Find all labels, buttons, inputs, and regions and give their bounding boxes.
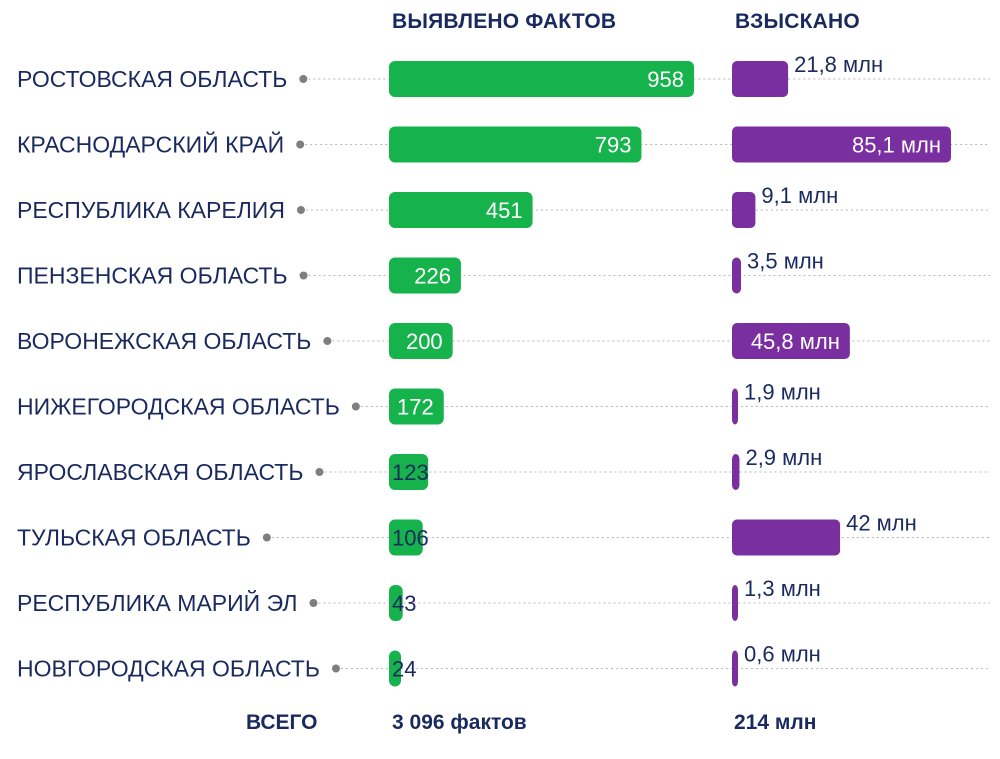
facts-value-label: 24	[392, 657, 416, 682]
bullet-dot	[309, 599, 318, 607]
facts-bar	[389, 61, 694, 97]
collected-bar	[732, 650, 738, 687]
facts-value-label: 43	[392, 591, 416, 616]
collected-bar	[732, 585, 738, 621]
region-label: КРАСНОДАРСКИЙ КРАЙ	[17, 131, 284, 158]
facts-bar	[389, 126, 642, 163]
collected-value-label: 1,3 млн	[744, 576, 821, 601]
collected-value-label: 9,1 млн	[761, 183, 838, 208]
collected-value-label: 85,1 млн	[852, 133, 941, 158]
facts-bar	[389, 585, 403, 621]
collected-bar	[732, 388, 738, 425]
facts-bar	[389, 650, 401, 687]
bullet-dot	[323, 337, 332, 345]
total-facts: 3 096 фактов	[392, 711, 527, 734]
bullet-dot	[299, 75, 308, 83]
facts-bar	[389, 388, 444, 425]
collected-value-label: 0,6 млн	[744, 642, 821, 667]
region-label: РОСТОВСКАЯ ОБЛАСТЬ	[17, 66, 287, 92]
region-label: ВОРОНЕЖСКАЯ ОБЛАСТЬ	[17, 328, 311, 354]
bullet-dot	[296, 206, 305, 214]
collected-value-label: 45,8 млн	[751, 329, 840, 354]
region-label: НОВГОРОДСКАЯ ОБЛАСТЬ	[17, 656, 320, 682]
facts-value-label: 123	[392, 460, 429, 485]
facts-value-label: 172	[397, 395, 434, 420]
facts-bar	[389, 323, 453, 359]
facts-value-label: 106	[392, 526, 429, 551]
region-label: ЯРОСЛАВСКАЯ ОБЛАСТЬ	[17, 459, 303, 485]
collected-value-label: 2,9 млн	[745, 445, 822, 470]
facts-bar	[389, 257, 461, 294]
facts-value-label: 958	[647, 67, 684, 92]
facts-value-label: 793	[595, 133, 632, 158]
facts-value-label: 200	[406, 329, 443, 354]
region-label: ПЕНЗЕНСКАЯ ОБЛАСТЬ	[17, 263, 288, 289]
facts-bar	[389, 192, 533, 228]
facts-value-label: 451	[486, 198, 523, 223]
facts-bar	[389, 454, 429, 490]
region-label: НИЖЕГОРОДСКАЯ ОБЛАСТЬ	[17, 394, 340, 420]
collected-bar	[732, 126, 951, 163]
facts-value-label: 226	[414, 264, 451, 289]
collected-bar	[732, 323, 850, 359]
facts-column-header: ВЫЯВЛЕНО ФАКТОВ	[392, 10, 617, 33]
collected-column-header: ВЗЫСКАНО	[735, 10, 860, 33]
collected-value-label: 3,5 млн	[747, 249, 824, 274]
facts-bar	[389, 519, 423, 556]
bullet-dot	[296, 140, 305, 149]
collected-bar	[732, 61, 789, 97]
total-label: ВСЕГО	[246, 711, 318, 734]
bullet-dot	[299, 271, 308, 280]
collected-bar	[732, 519, 841, 556]
collected-value-label: 42 млн	[846, 511, 917, 536]
bullet-dot	[315, 468, 324, 476]
total-collected: 214 млн	[734, 711, 817, 734]
bullet-dot	[351, 402, 360, 411]
region-label: РЕСПУБЛИКА КАРЕЛИЯ	[17, 197, 285, 223]
region-label: ТУЛЬСКАЯ ОБЛАСТЬ	[17, 525, 251, 551]
region-label: РЕСПУБЛИКА МАРИЙ ЭЛ	[17, 589, 297, 616]
collected-value-label: 21,8 млн	[794, 52, 883, 77]
bullet-dot	[262, 533, 271, 542]
collected-bar	[732, 257, 742, 294]
bullet-dot	[331, 664, 340, 673]
collected-bar	[732, 454, 740, 490]
collected-value-label: 1,9 млн	[744, 380, 821, 405]
collected-bar	[732, 192, 756, 228]
